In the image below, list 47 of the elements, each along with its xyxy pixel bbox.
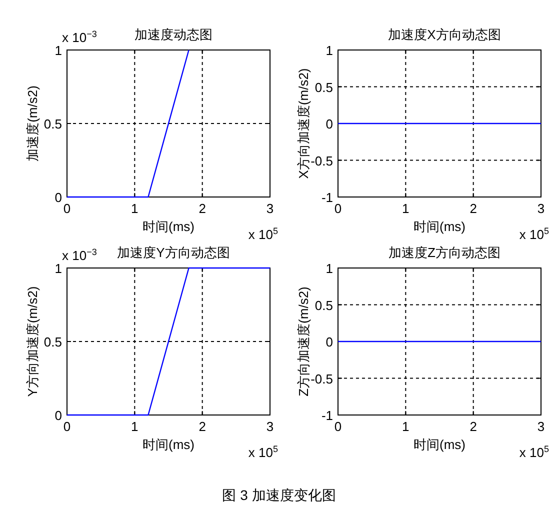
x-tick-label: 2: [198, 201, 206, 216]
text: x 10$^{5}$: [248, 226, 278, 242]
y-axis-title: X方向加速度(m/s2): [296, 68, 311, 179]
text: x 10$^{5}$: [519, 444, 549, 460]
x-tick-label: 2: [198, 419, 206, 434]
y-axis-title: Y方向加速度(m/s2): [25, 286, 40, 397]
x-tick-label: 2: [470, 419, 477, 434]
x-axis-title: 时间(ms): [142, 219, 194, 234]
y-tick-label: -1: [321, 408, 333, 423]
x-tick-label: 3: [537, 419, 545, 434]
x-tick-label: 1: [402, 201, 410, 216]
y-tick-label: 1: [326, 261, 333, 276]
x-tick-label: 1: [131, 419, 138, 434]
y-tick-label: 0: [326, 116, 333, 132]
chart-title: 加速度动态图: [134, 27, 212, 42]
y-tick-label: 0.5: [314, 80, 333, 95]
x-axis-title: 时间(ms): [414, 437, 466, 452]
x-axis-title: 时间(ms): [142, 437, 194, 452]
text: 图 3 加速度变化图: [222, 487, 336, 503]
x-tick-label: 3: [266, 201, 274, 216]
y-tick-label: -0.5: [310, 153, 333, 168]
x-tick-label: 2: [470, 201, 477, 216]
x-axis-title: 时间(ms): [414, 219, 466, 234]
y-tick-label: 1: [326, 43, 333, 58]
text: x 10$^{5}$: [248, 444, 278, 460]
y-tick-label: -0.5: [310, 371, 333, 386]
y-axis-title: 加速度(m/s2): [25, 86, 40, 162]
text: x 10$^{−3}$: [62, 247, 97, 263]
y-tick-label: 0: [54, 408, 62, 423]
chart-title: 加速度Y方向动态图: [117, 245, 230, 260]
y-tick-label: 0: [326, 334, 333, 350]
chart-title: 加速度X方向动态图: [388, 27, 501, 42]
y-axis-title: Z方向加速度(m/s2): [296, 286, 311, 396]
x-tick-label: 3: [537, 201, 545, 216]
y-tick-label: -1: [321, 190, 333, 205]
x-tick-label: 1: [131, 201, 138, 216]
y-tick-label: 1: [54, 43, 62, 58]
text: x 10$^{5}$: [519, 226, 549, 242]
y-tick-label: 0.5: [314, 298, 333, 313]
y-tick-label: 0: [54, 190, 62, 205]
chart-title: 加速度Z方向动态图: [388, 245, 500, 260]
text: x 10$^{−3}$: [62, 29, 97, 45]
y-tick-label: 0.5: [44, 334, 62, 350]
y-tick-label: 1: [54, 261, 62, 276]
x-tick-label: 1: [402, 419, 410, 434]
y-tick-label: 0.5: [44, 116, 62, 132]
x-tick-label: 3: [266, 419, 274, 434]
